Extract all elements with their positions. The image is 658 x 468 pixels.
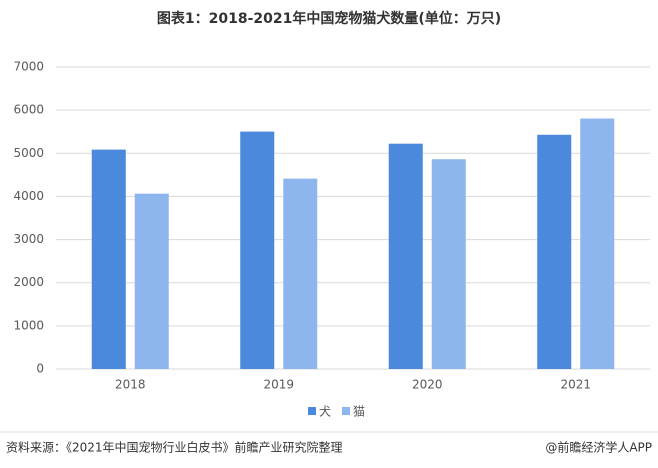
bar — [91, 149, 126, 369]
bar — [134, 193, 169, 369]
y-tick-label: 0 — [36, 362, 44, 376]
y-tick-label: 1000 — [13, 318, 44, 332]
bar — [580, 118, 615, 369]
legend-swatch — [308, 407, 316, 415]
credit: @前瞻经济学人APP — [545, 440, 652, 455]
y-tick-label: 3000 — [13, 232, 44, 246]
bar — [240, 131, 275, 369]
y-tick-label: 5000 — [13, 146, 44, 160]
x-tick-label: 2020 — [412, 378, 443, 392]
bar — [431, 159, 466, 369]
x-tick-label: 2021 — [560, 378, 591, 392]
legend-label: 犬 — [319, 405, 331, 419]
x-tick-label: 2018 — [115, 378, 146, 392]
y-tick-label: 4000 — [13, 189, 44, 203]
chart-title: 图表1：2018-2021年中国宠物猫犬数量(单位：万只) — [157, 10, 501, 27]
x-tick-label: 2019 — [263, 378, 294, 392]
y-tick-label: 7000 — [13, 60, 44, 74]
y-tick-label: 6000 — [13, 103, 44, 117]
source-note: 资料来源：《2021年中国宠物行业白皮书》前瞻产业研究院整理 — [6, 440, 343, 455]
legend-label: 猫 — [353, 405, 365, 419]
bar — [388, 143, 423, 369]
bar — [283, 178, 318, 369]
bar — [537, 134, 572, 369]
legend-swatch — [342, 407, 350, 415]
y-tick-label: 2000 — [13, 275, 44, 289]
